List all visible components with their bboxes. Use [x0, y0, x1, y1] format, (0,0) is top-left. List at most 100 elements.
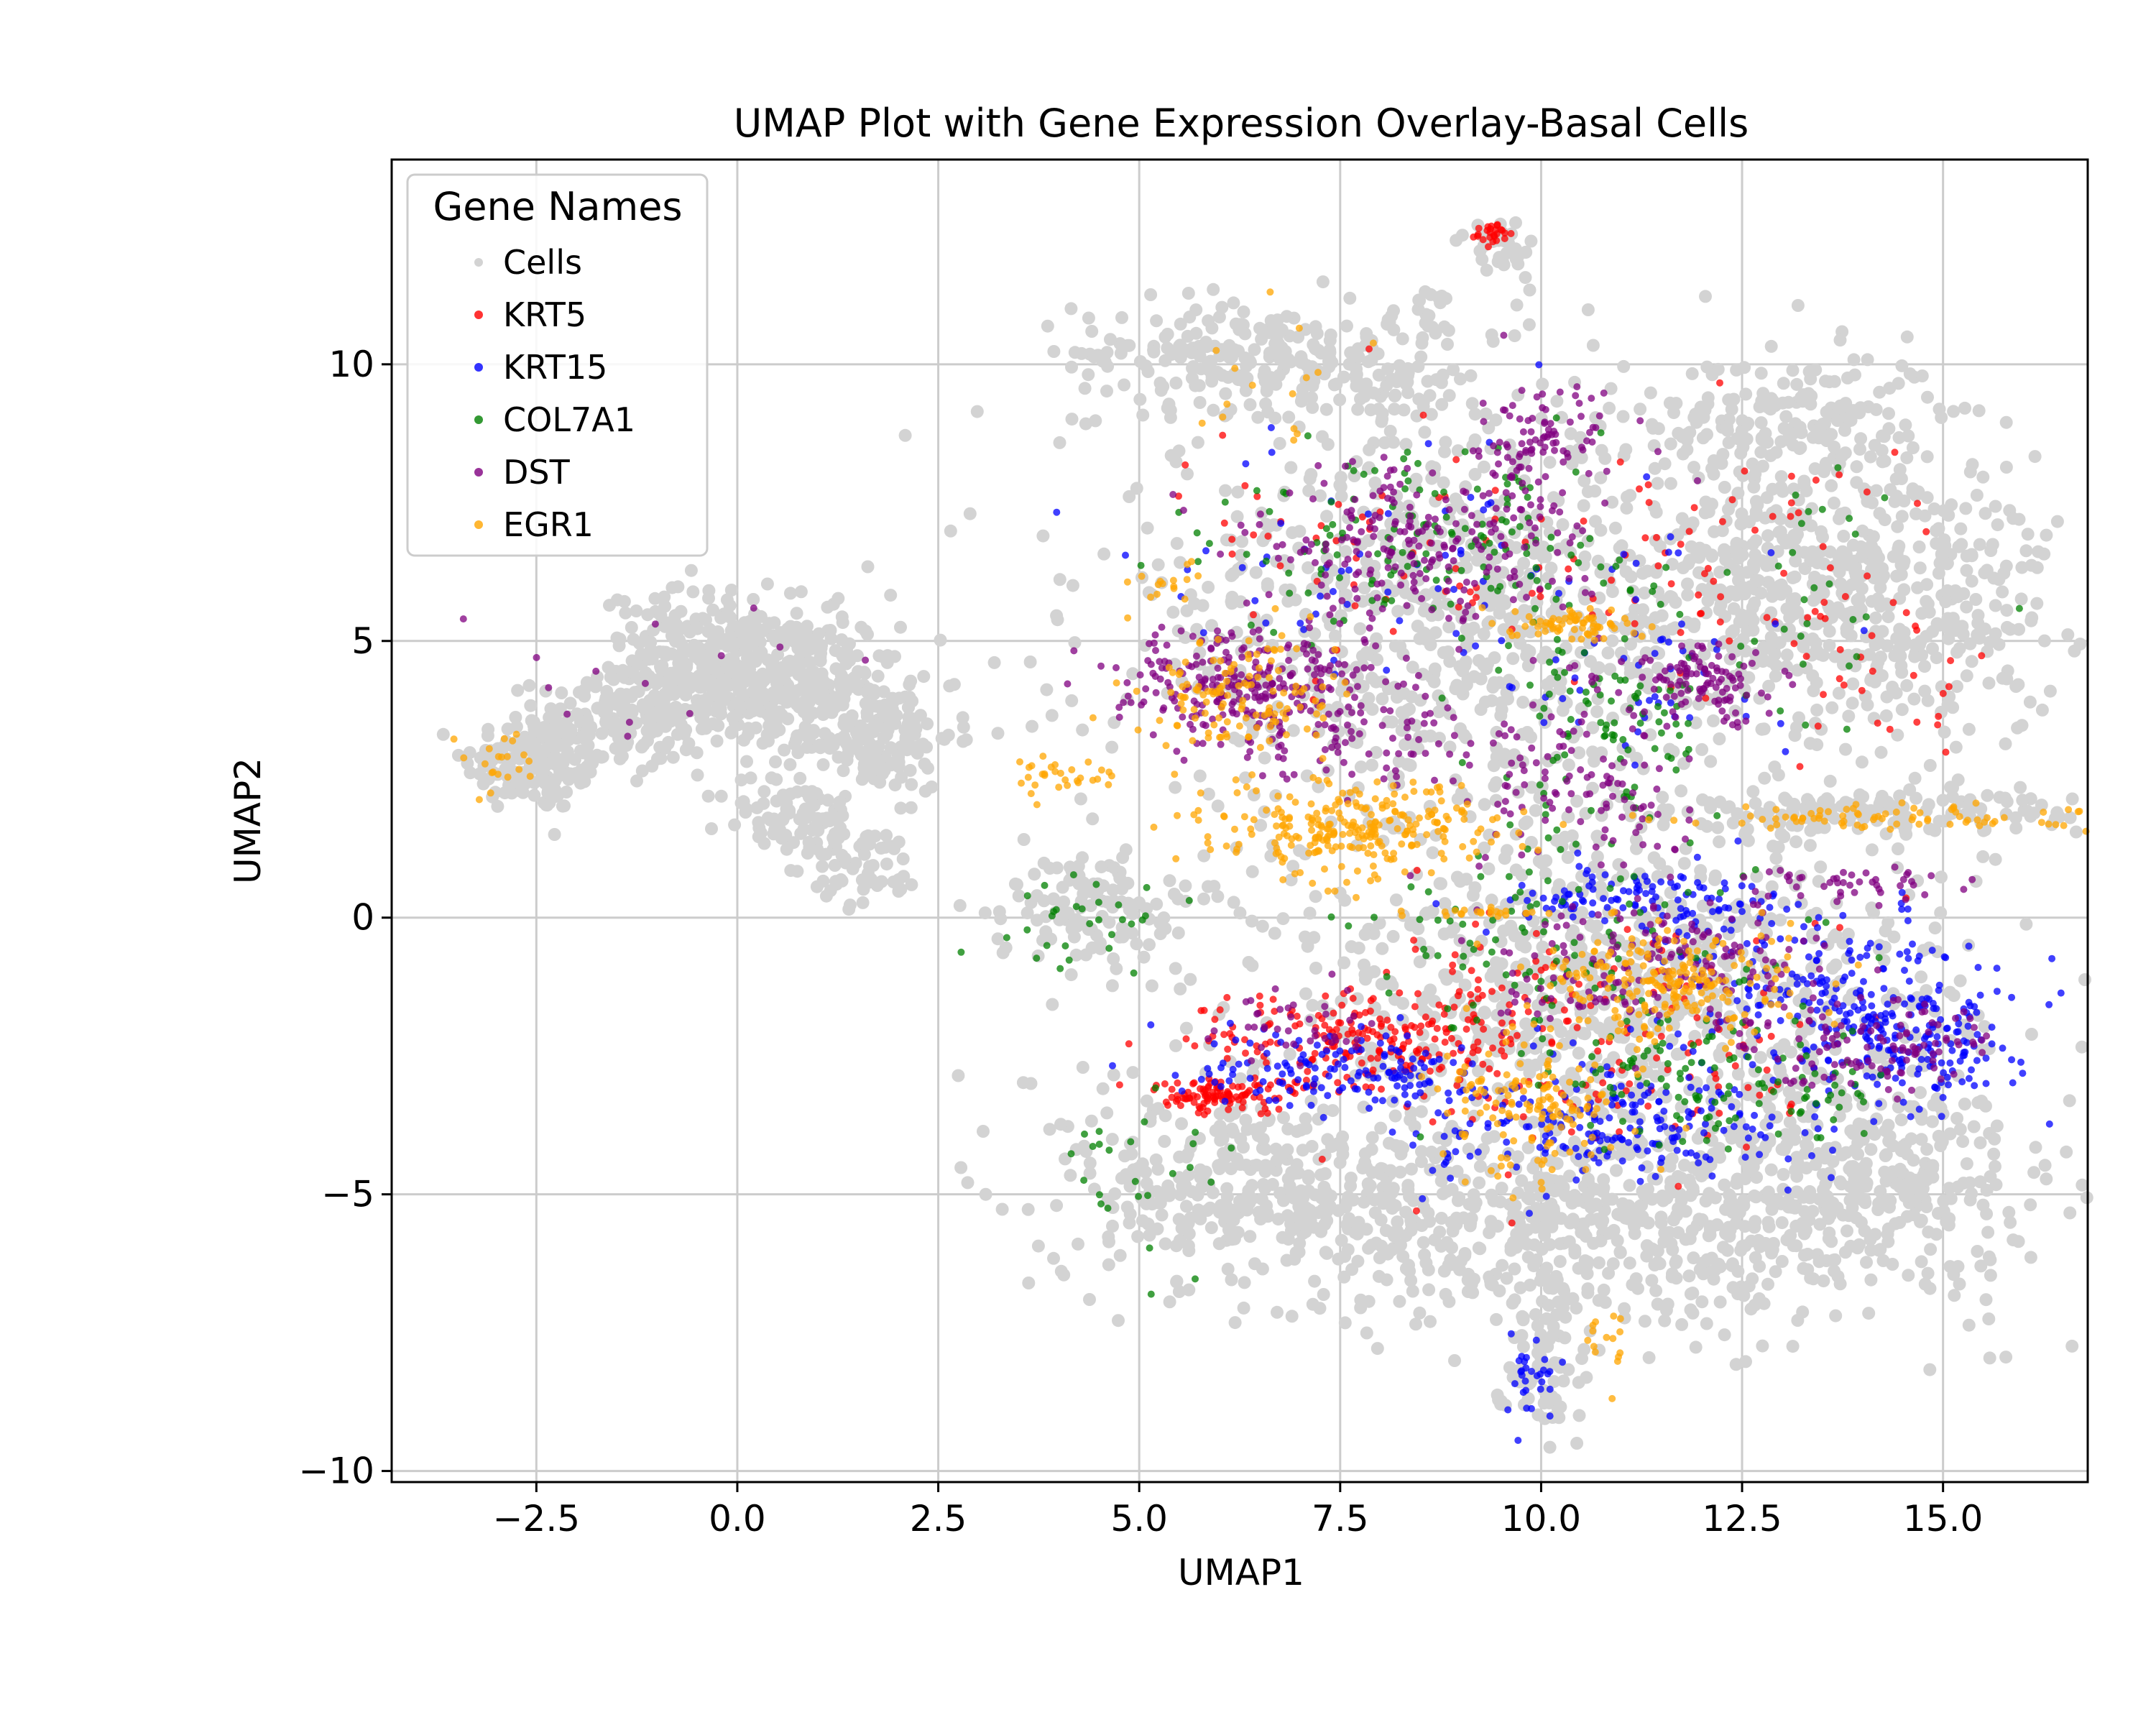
point-cells — [2027, 1166, 2041, 1179]
point-cells — [1982, 676, 1996, 690]
point-cells — [1718, 1328, 1731, 1342]
point-cells — [1454, 683, 1468, 696]
point-cells — [1529, 1220, 1542, 1234]
point-cells — [676, 678, 689, 691]
point-cells — [834, 681, 848, 694]
point-cells — [1074, 792, 1087, 806]
point-cells — [1100, 385, 1113, 398]
point-cells — [1478, 695, 1492, 709]
point-cells — [702, 592, 715, 605]
point-cells — [1344, 1179, 1358, 1192]
point-cells — [1316, 275, 1330, 289]
point-cells — [1517, 556, 1531, 570]
point-cells — [1445, 1215, 1458, 1229]
point-cells — [1726, 1257, 1739, 1271]
point-cells — [1053, 573, 1067, 586]
point-cells — [1810, 703, 1824, 717]
point-cells — [1675, 430, 1689, 443]
point-cells — [1193, 769, 1207, 783]
point-cells — [1747, 480, 1761, 494]
point-cells — [1314, 1225, 1328, 1238]
point-cells — [1621, 490, 1634, 504]
point-cells — [1600, 1193, 1614, 1207]
point-cells — [740, 755, 753, 768]
point-cells — [1800, 484, 1813, 497]
point-cells — [803, 695, 816, 709]
point-cells — [735, 687, 749, 701]
point-cells — [1143, 1228, 1156, 1242]
point-cells — [1774, 512, 1787, 526]
point-cells — [1169, 455, 1183, 469]
point-cells — [1031, 1239, 1045, 1253]
point-cells — [1047, 1251, 1060, 1265]
point-cells — [828, 836, 842, 849]
point-cells — [1225, 590, 1239, 604]
point-cells — [834, 821, 847, 834]
point-cells — [901, 701, 915, 714]
point-cells — [1922, 1225, 1935, 1239]
point-cells — [1050, 1199, 1064, 1213]
point-cells — [1251, 410, 1265, 424]
point-cells — [1790, 377, 1804, 391]
point-cells — [1321, 438, 1335, 451]
point-cells — [1280, 310, 1294, 323]
point-cells — [1256, 1262, 1269, 1276]
point-cells — [1669, 1254, 1683, 1268]
point-cells — [1230, 1152, 1244, 1166]
point-cells — [828, 859, 842, 872]
point-cells — [959, 733, 973, 747]
point-cells — [892, 760, 906, 773]
point-cells — [711, 719, 725, 732]
point-cells — [1753, 1259, 1766, 1273]
point-cells — [2014, 592, 2028, 606]
point-cells — [1334, 471, 1348, 484]
point-cells — [1193, 396, 1207, 409]
point-cells — [1808, 571, 1821, 584]
point-cells — [1915, 970, 1928, 984]
point-cells — [1096, 1082, 1110, 1095]
point-cells — [709, 682, 723, 696]
point-cells — [898, 723, 912, 737]
point-cells — [1939, 595, 1953, 609]
point-cells — [1825, 701, 1839, 714]
point-cells — [756, 737, 770, 750]
point-cells — [1424, 1315, 1437, 1328]
point-cells — [1675, 512, 1689, 525]
point-cells — [1940, 584, 1954, 597]
point-cells — [1907, 692, 1921, 706]
point-cells — [1320, 510, 1333, 523]
point-cells — [1864, 450, 1877, 464]
point-cells — [1930, 524, 1943, 538]
point-cells — [1433, 1225, 1447, 1239]
point-cells — [1434, 376, 1448, 390]
point-cells — [1789, 835, 1803, 849]
point-cells — [1928, 921, 1942, 935]
point-cells — [1683, 1232, 1697, 1246]
point-cells — [766, 655, 779, 668]
point-cells — [792, 700, 806, 714]
point-cells — [1641, 564, 1654, 578]
point-cells — [1145, 979, 1158, 993]
point-cells — [1597, 1181, 1611, 1195]
point-cells — [770, 794, 783, 808]
point-cells — [821, 794, 834, 807]
point-cells — [868, 829, 882, 843]
point-cells — [2024, 1251, 2037, 1264]
point-cells — [2023, 695, 2037, 709]
point-cells — [720, 593, 734, 607]
point-cells — [691, 622, 704, 635]
point-cells — [564, 726, 578, 740]
point-cells — [1285, 1186, 1298, 1200]
point-cells — [630, 604, 643, 617]
point-cells — [699, 613, 712, 627]
point-cells — [1404, 919, 1417, 932]
point-cells — [1981, 1225, 1995, 1239]
point-cells — [1762, 679, 1776, 693]
point-cells — [1590, 1197, 1603, 1211]
point-cells — [1501, 692, 1514, 706]
point-cells — [1468, 670, 1481, 684]
point-cells — [1199, 336, 1213, 349]
point-cells — [1089, 414, 1102, 428]
point-cells — [877, 650, 890, 664]
point-cells — [918, 758, 931, 770]
